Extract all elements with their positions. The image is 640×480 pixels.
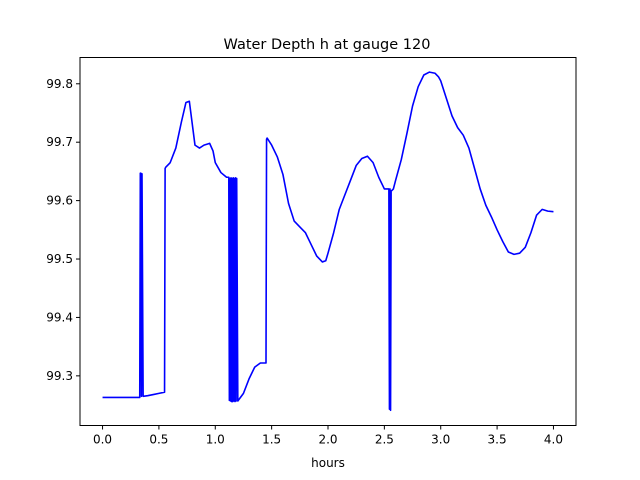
chart-title: Water Depth h at gauge 120 xyxy=(224,37,431,53)
x-tick-label: 3.0 xyxy=(431,433,450,447)
y-tick-label: 99.3 xyxy=(46,369,73,383)
y-tick-label: 99.7 xyxy=(46,135,73,149)
y-axis: 99.3 99.4 99.5 99.6 99.7 99.8 xyxy=(46,77,80,383)
y-tick-label: 99.6 xyxy=(46,194,73,208)
x-tick-label: 0.5 xyxy=(149,433,168,447)
series-layer xyxy=(102,71,554,412)
y-tick-label: 99.8 xyxy=(46,77,73,91)
x-tick-label: 1.0 xyxy=(206,433,225,447)
x-tick-label: 1.5 xyxy=(262,433,281,447)
x-axis-label: hours xyxy=(311,456,345,470)
x-axis: 0.0 0.5 1.0 1.5 2.0 2.5 3.0 3.5 4.0 xyxy=(93,425,563,447)
y-tick-label: 99.5 xyxy=(46,252,73,266)
x-tick-label: 3.5 xyxy=(488,433,507,447)
x-tick-label: 2.0 xyxy=(318,433,337,447)
x-tick-label: 4.0 xyxy=(544,433,563,447)
x-tick-label: 0.0 xyxy=(93,433,112,447)
x-tick-label: 2.5 xyxy=(375,433,394,447)
y-tick-label: 99.4 xyxy=(46,310,73,324)
series-line-0 xyxy=(102,71,554,412)
plot-area-frame xyxy=(79,57,577,426)
